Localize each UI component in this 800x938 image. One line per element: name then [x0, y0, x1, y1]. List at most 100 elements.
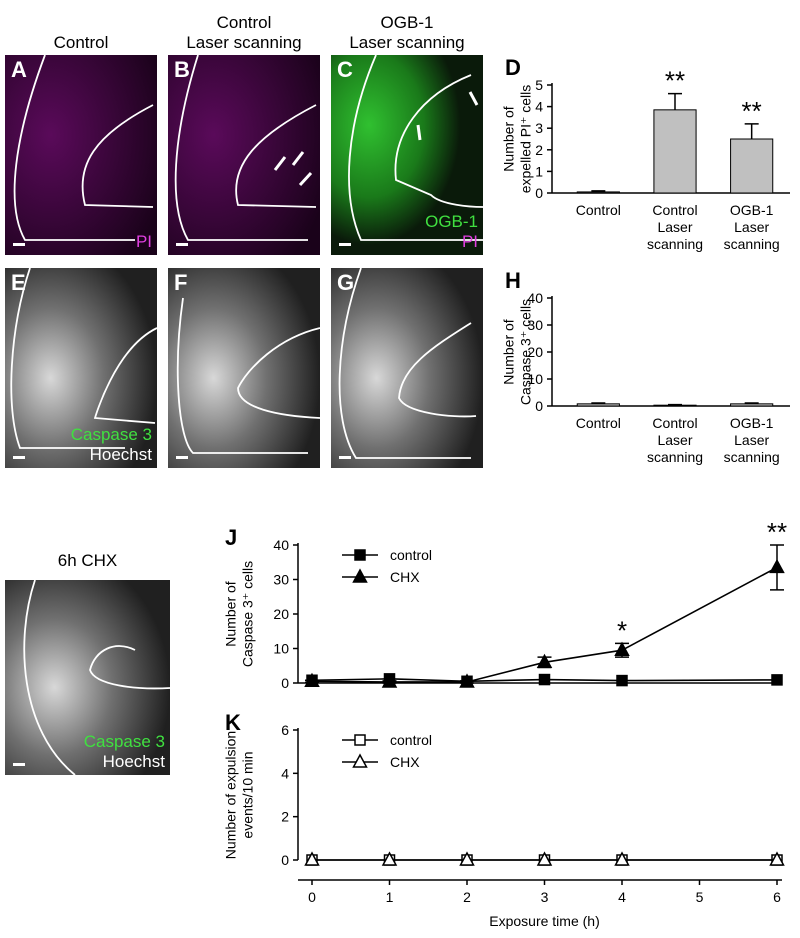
image-panel: B	[168, 54, 320, 255]
image-panel: G	[331, 267, 483, 468]
outline-curve	[23, 579, 171, 776]
image-panel: F	[168, 268, 321, 468]
y-axis-label: Number of expulsionevents/10 min	[223, 731, 256, 859]
micrograph	[331, 268, 483, 468]
y-tick-label: 1	[535, 163, 543, 179]
significance: **	[767, 517, 787, 547]
data-point	[536, 851, 553, 866]
arrow	[416, 124, 422, 141]
significance: *	[617, 615, 627, 645]
legend-marker	[354, 734, 366, 746]
y-tick-label: 40	[273, 537, 289, 553]
stain-label: Hoechst	[90, 445, 153, 464]
x-tick-label: OGB-1 Laser scanning	[724, 202, 780, 252]
series-line	[311, 566, 778, 683]
data-point	[536, 653, 553, 669]
scale-bar	[176, 456, 188, 459]
significance: **	[665, 66, 685, 96]
series-line	[311, 678, 778, 683]
y-tick-label: 2	[535, 142, 543, 158]
panel-letter: B	[174, 57, 190, 82]
image-title: 6h CHX	[58, 551, 118, 570]
panel-letter: D	[505, 55, 521, 80]
outline-curve	[13, 54, 154, 241]
y-axis-label: Number ofCaspase 3⁺ cells	[223, 561, 256, 667]
panel-letter: K	[225, 710, 241, 735]
outline-curve	[338, 267, 477, 459]
column-title: OGB-1 Laser scanning	[349, 13, 464, 52]
data-point	[304, 672, 320, 688]
legend-marker	[352, 568, 368, 583]
legend-label: control	[390, 547, 432, 563]
x-tick-label: Control Laser scanning	[647, 415, 703, 465]
column-title: Control Laser scanning	[186, 13, 301, 52]
y-tick-label: 2	[281, 809, 289, 825]
scale-bar	[339, 456, 351, 459]
panel-letter: F	[174, 270, 187, 295]
bar	[653, 109, 697, 194]
arrow	[273, 156, 287, 171]
outline-curve	[176, 297, 321, 454]
outline-curve	[10, 267, 158, 449]
micrograph	[331, 55, 483, 255]
x-tick-label: 3	[541, 889, 549, 905]
y-tick-label: 0	[535, 398, 543, 414]
arrow	[298, 171, 313, 187]
micrograph	[5, 580, 170, 775]
y-tick-label: 4	[535, 99, 543, 115]
x-tick-label: 2	[463, 889, 471, 905]
y-axis-label: Number ofCaspase 3⁺ cells	[501, 299, 534, 405]
y-tick-label: 10	[527, 371, 543, 387]
column-title: Control	[54, 33, 109, 52]
y-tick-label: 0	[281, 852, 289, 868]
scale-bar	[339, 243, 351, 246]
error-bar	[668, 403, 682, 406]
error-bar	[591, 190, 606, 192]
panel-letter: G	[337, 270, 354, 295]
x-tick-label: Control	[576, 415, 621, 431]
image-panel: A PI	[5, 54, 157, 255]
y-tick-label: 0	[535, 185, 543, 201]
outline-curve	[348, 54, 484, 241]
y-axis-label: Number ofexpelled PI⁺ cells	[501, 85, 534, 194]
data-point	[459, 851, 475, 866]
scale-bar	[13, 243, 25, 246]
data-point	[769, 558, 785, 574]
error-bar	[591, 402, 606, 404]
y-tick-label: 20	[273, 606, 289, 622]
data-point	[459, 673, 475, 688]
data-point	[538, 673, 551, 686]
y-tick-label: 4	[281, 765, 289, 781]
bar	[730, 403, 774, 407]
legend-marker	[352, 753, 368, 768]
arrow	[468, 91, 479, 106]
scale-bar	[176, 243, 188, 246]
panel-letter: E	[11, 270, 26, 295]
bar	[730, 138, 774, 194]
y-tick-label: 6	[281, 722, 289, 738]
stain-label: Caspase 3	[71, 425, 152, 444]
micrograph	[5, 268, 157, 468]
y-tick-label: 10	[273, 641, 289, 657]
x-tick-label: 6	[773, 889, 781, 905]
legend-label: CHX	[390, 569, 420, 585]
panel-letter: C	[337, 57, 353, 82]
x-tick-label: Control	[576, 202, 621, 218]
stain-label: OGB-1	[425, 212, 478, 231]
data-point	[616, 674, 628, 687]
y-tick-label: 0	[281, 675, 289, 691]
legend-label: control	[390, 732, 432, 748]
y-tick-label: 30	[527, 317, 543, 333]
bar	[576, 191, 620, 194]
data-point	[769, 851, 785, 866]
arrow	[291, 151, 305, 166]
panel-letter: A	[11, 57, 27, 82]
x-tick-label: 4	[618, 889, 626, 905]
data-point	[381, 851, 398, 866]
micrograph	[168, 268, 320, 468]
y-tick-label: 30	[273, 572, 289, 588]
x-tick-label: 5	[696, 889, 704, 905]
scale-bar	[13, 763, 25, 766]
